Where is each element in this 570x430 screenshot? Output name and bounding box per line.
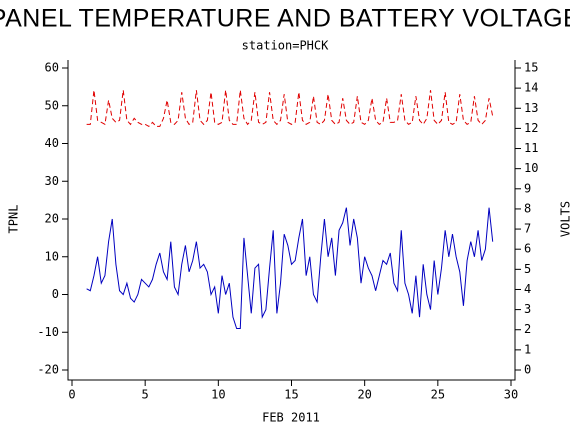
x-tick-label: 30 (504, 388, 518, 402)
y2-axis-label: VOLTS (559, 201, 570, 237)
y-tick-label: 60 (45, 61, 59, 75)
y2-tick-label: 15 (524, 61, 538, 75)
y2-tick-label: 10 (524, 161, 538, 175)
x-tick-label: 5 (142, 388, 149, 402)
x-tick-label: 10 (211, 388, 225, 402)
y-tick-label: -20 (37, 363, 59, 377)
y2-tick-label: 0 (524, 363, 531, 377)
chart-subtitle: station=PHCK (242, 39, 329, 53)
data-line (86, 90, 494, 128)
y-tick-label: -10 (37, 325, 59, 339)
x-tick-label: 25 (431, 388, 445, 402)
y2-tick-label: 7 (524, 222, 531, 236)
y2-tick-label: 9 (524, 181, 531, 195)
y-tick-label: 50 (45, 98, 59, 112)
y2-tick-label: 2 (524, 322, 531, 336)
y2-tick-label: 12 (524, 121, 538, 135)
y2-tick-label: 6 (524, 242, 531, 256)
y2-tick-label: 13 (524, 101, 538, 115)
y2-tick-label: 3 (524, 302, 531, 316)
y2-tick-label: 14 (524, 81, 538, 95)
chart-title: PANEL TEMPERATURE AND BATTERY VOLTAGE (0, 5, 570, 33)
y-axis-label: TPNL (7, 205, 21, 234)
axis-frame (67, 60, 516, 381)
y2-tick-label: 4 (524, 282, 531, 296)
x-tick-label: 0 (68, 388, 75, 402)
y-tick-label: 10 (45, 249, 59, 263)
y-tick-label: 30 (45, 174, 59, 188)
y-tick-label: 40 (45, 136, 59, 150)
data-line (86, 207, 494, 329)
y2-tick-label: 5 (524, 262, 531, 276)
y2-tick-label: 1 (524, 342, 531, 356)
x-tick-label: 20 (357, 388, 371, 402)
y2-tick-label: 8 (524, 201, 531, 215)
y-tick-label: 0 (52, 287, 59, 301)
x-tick-label: 15 (284, 388, 298, 402)
x-axis-label: FEB 2011 (262, 411, 320, 425)
y-tick-label: 20 (45, 212, 59, 226)
y2-tick-label: 11 (524, 141, 538, 155)
